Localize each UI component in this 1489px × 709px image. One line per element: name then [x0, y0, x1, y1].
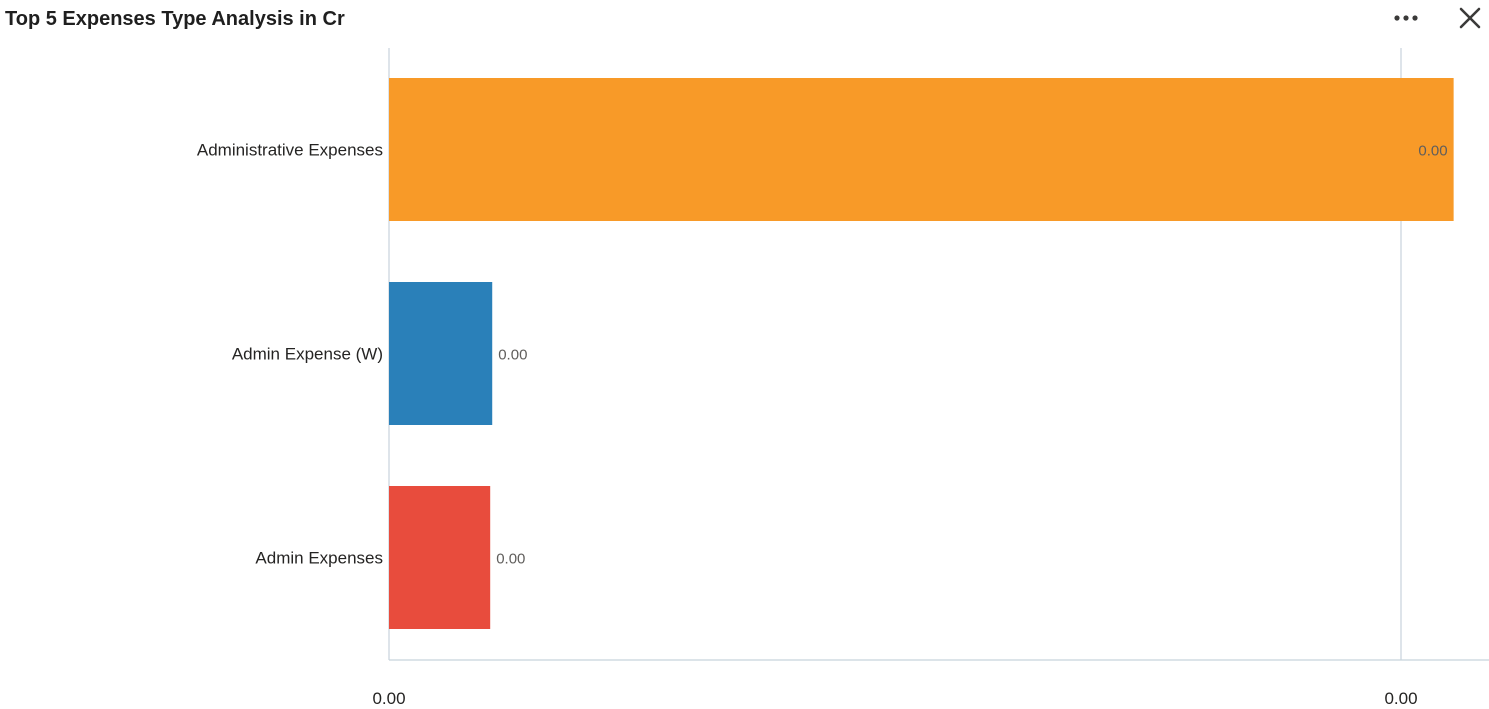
bar [389, 78, 1454, 221]
bar [389, 282, 493, 425]
close-button[interactable] [1454, 2, 1486, 34]
category-label: Admin Expenses [255, 549, 383, 568]
x-tick-label: 0.00 [1384, 689, 1417, 708]
category-label: Admin Expense (W) [232, 345, 383, 364]
category-label: Administrative Expenses [197, 141, 383, 160]
more-options-icon [1394, 15, 1418, 21]
data-label: 0.00 [1418, 143, 1447, 160]
data-label: 0.00 [498, 347, 527, 364]
chart-title: Top 5 Expenses Type Analysis in Cr [5, 8, 345, 30]
more-options-button[interactable] [1388, 4, 1424, 32]
bar [389, 486, 491, 629]
x-tick-label: 0.00 [372, 689, 405, 708]
data-label: 0.00 [496, 551, 525, 568]
close-icon [1459, 7, 1481, 29]
